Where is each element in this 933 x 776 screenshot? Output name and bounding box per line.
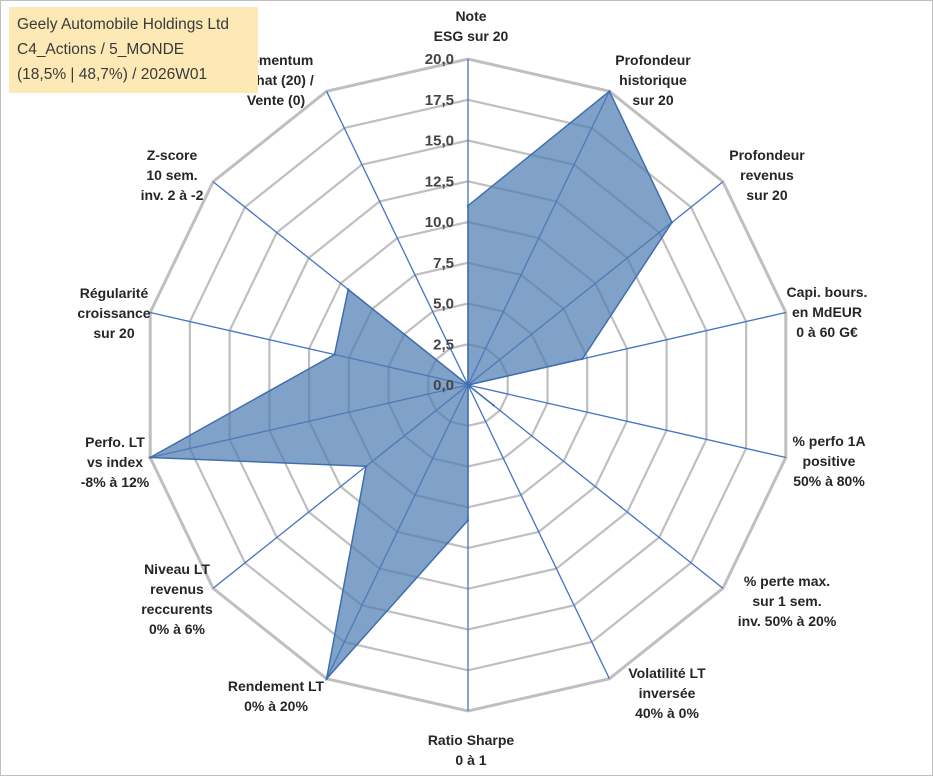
axis-label-line: Volatilité LT xyxy=(628,665,706,681)
axis-label-10: Niveau LT revenus reccurents 0% à 6% xyxy=(141,561,213,637)
axis-label-4: Capi. bours. en MdEUR 0 à 60 G€ xyxy=(787,284,868,340)
axis-label-line: Note xyxy=(455,8,486,24)
axis-label-line: en MdEUR xyxy=(792,304,862,320)
title-period: (18,5% | 48,7%) / 2026W01 xyxy=(17,66,208,83)
axis-label-7: Volatilité LT inversée 40% à 0% xyxy=(628,665,706,721)
axis-label-line: % perfo 1A xyxy=(792,433,865,449)
axis-label-line: 40% à 0% xyxy=(635,705,699,721)
axis-label-line: revenus xyxy=(150,581,204,597)
axis-label-line: positive xyxy=(803,453,856,469)
series-point-13 xyxy=(347,288,350,291)
series-point-1 xyxy=(466,204,470,207)
axis-label-line: 50% à 80% xyxy=(793,473,865,489)
tick-label: 12,5 xyxy=(425,173,454,190)
axis-label-line: sur 20 xyxy=(746,187,787,203)
axis-label-line: Profondeur xyxy=(615,52,691,68)
axis-label-line: Z-score xyxy=(147,147,198,163)
axis-label-5: % perfo 1A positive 50% à 80% xyxy=(792,433,865,489)
series-point-11 xyxy=(149,456,152,459)
tick-label: 20,0 xyxy=(425,51,454,68)
axis-label-line: inv. 50% à 20% xyxy=(738,613,837,629)
axis-label-2: Profondeur historique sur 20 xyxy=(615,52,691,108)
series-point-3 xyxy=(670,221,674,224)
label-layer: Note ESG sur 20 Profondeur historique sur 20… xyxy=(77,8,867,768)
axis-label-12: Régularité croissance sur 20 xyxy=(77,285,150,341)
axis-label-line: sur 20 xyxy=(93,325,134,341)
series-point-9 xyxy=(325,677,328,680)
axis-label-line: sur 20 xyxy=(632,92,673,108)
axis-label-line: Rendement LT xyxy=(228,678,325,694)
axis-label-line: Capi. bours. xyxy=(787,284,868,300)
axis-label-line: reccurents xyxy=(141,601,213,617)
axis-label-line: % perte max. xyxy=(744,573,830,589)
axis-label-line: 0% à 6% xyxy=(149,621,206,637)
tick-layer: 0,0 2,5 5,0 7,5 10,0 12,5 15,0 17,5 20,0 xyxy=(425,51,454,394)
tick-label: 5,0 xyxy=(433,296,454,313)
series-point-2 xyxy=(608,90,611,93)
series-point-14 xyxy=(466,383,470,387)
series-point-12 xyxy=(333,353,336,356)
axis-label-line: Régularité xyxy=(80,285,149,301)
axis-label-11: Perfo. LT vs index -8% à 12% xyxy=(81,434,150,490)
series-point-10 xyxy=(364,465,368,468)
tick-label: 17,5 xyxy=(425,92,454,109)
spoke-6 xyxy=(467,384,724,589)
axis-label-line: inversée xyxy=(639,685,696,701)
axis-label-line: revenus xyxy=(740,167,794,183)
series-point-8 xyxy=(466,519,470,522)
axis-label-line: Ratio Sharpe xyxy=(428,732,515,748)
series-point-6 xyxy=(492,404,495,407)
tick-label: 15,0 xyxy=(425,133,454,150)
axis-label-line: 0 à 1 xyxy=(455,752,486,768)
axis-label-line: Vente (0) xyxy=(247,92,305,108)
title-box: Geely Automobile Holdings Ltd C4_Actions… xyxy=(9,7,258,93)
axis-label-line: 10 sem. xyxy=(146,167,197,183)
series-layer xyxy=(147,90,674,682)
axis-label-line: inv. 2 à -2 xyxy=(141,187,204,203)
axis-label-line: 0 à 60 G€ xyxy=(796,324,858,340)
axis-label-line: Niveau LT xyxy=(144,561,210,577)
axis-label-line: sur 1 sem. xyxy=(752,593,821,609)
axis-label-9: Rendement LT 0% à 20% xyxy=(228,678,325,714)
spoke-5 xyxy=(467,384,786,459)
tick-label: 0,0 xyxy=(433,377,454,394)
axis-label-3: Profondeur revenus sur 20 xyxy=(729,147,805,203)
axis-label-13: Z-score 10 sem. inv. 2 à -2 xyxy=(141,147,204,203)
tick-label: 7,5 xyxy=(433,255,454,272)
axis-label-1: Note ESG sur 20 xyxy=(434,8,509,44)
axis-label-line: Perfo. LT xyxy=(85,434,145,450)
axis-label-line: 0% à 20% xyxy=(244,698,308,714)
axis-label-line: croissance xyxy=(77,305,150,321)
axis-label-line: vs index xyxy=(87,454,143,470)
axis-label-line: historique xyxy=(619,72,687,88)
series-point-4 xyxy=(581,357,584,361)
title-category: C4_Actions / 5_MONDE xyxy=(17,41,185,58)
tick-label: 10,0 xyxy=(425,214,454,231)
tick-label: 2,5 xyxy=(433,336,454,353)
axis-label-line: Profondeur xyxy=(729,147,805,163)
spoke-14 xyxy=(326,91,469,386)
spoke-7 xyxy=(467,384,610,679)
axis-label-line: ESG sur 20 xyxy=(434,28,509,44)
axis-label-8: Ratio Sharpe 0 à 1 xyxy=(428,732,515,768)
axis-label-6: % perte max. sur 1 sem. inv. 50% à 20% xyxy=(738,573,837,629)
axis-label-line: -8% à 12% xyxy=(81,474,150,490)
title-company: Geely Automobile Holdings Ltd xyxy=(17,16,229,33)
